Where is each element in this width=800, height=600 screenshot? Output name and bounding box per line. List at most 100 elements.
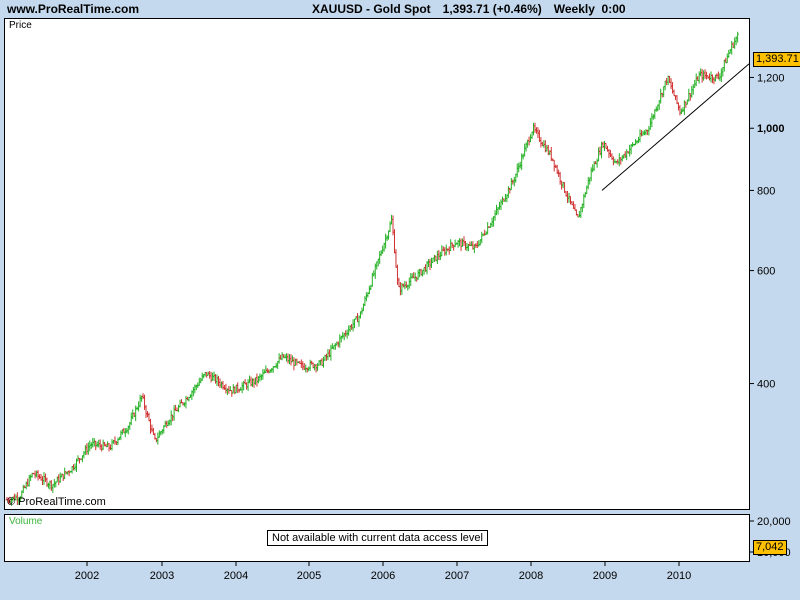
y-tick-label: 1,200: [757, 72, 785, 84]
x-tick-label: 2008: [519, 570, 543, 582]
price-bar: [70, 466, 74, 474]
price-bar: [341, 331, 345, 339]
price-bar: [510, 177, 513, 191]
price-bar: [609, 149, 612, 158]
price-bar: [209, 371, 213, 383]
x-tick-label: 2007: [445, 570, 469, 582]
price-bar: [591, 164, 594, 173]
price-bar: [619, 157, 623, 165]
price-bar: [459, 238, 463, 251]
price-bar: [110, 439, 114, 451]
price-bar: [115, 441, 118, 445]
price-bar: [199, 377, 203, 384]
price-panel[interactable]: Price © ProRealTime.com: [4, 18, 750, 510]
price-bar: [163, 420, 167, 427]
price-bar: [443, 247, 447, 256]
price-bar: [81, 455, 84, 463]
price-bar: [483, 229, 487, 236]
price-bar: [322, 356, 325, 368]
price-bar: [427, 259, 430, 268]
price-bar: [215, 374, 219, 387]
price-bar: [464, 240, 467, 251]
price-bar: [616, 159, 620, 165]
trendline[interactable]: [601, 63, 749, 191]
price-bar: [412, 272, 416, 279]
price-bar: [359, 311, 362, 319]
price-bar: [82, 450, 86, 459]
price-bar: [507, 186, 510, 198]
site-title[interactable]: www.ProRealTime.com: [7, 2, 140, 16]
price-bar: [289, 354, 293, 366]
price-bar: [730, 40, 734, 55]
price-bar: [264, 365, 268, 373]
price-bar: [452, 244, 455, 251]
price-bar: [301, 361, 305, 371]
price-bar: [660, 92, 664, 98]
price-bar: [652, 114, 655, 120]
price-bar: [172, 405, 176, 421]
price-bar: [129, 412, 133, 426]
price-bar: [422, 267, 426, 275]
y-tick-label: 800: [757, 185, 775, 197]
price-bar: [177, 404, 180, 413]
price-bar: [604, 142, 608, 149]
price-bar: [521, 153, 525, 160]
price-bar: [85, 443, 89, 455]
instrument-info: XAUUSD - Gold Spot 1,393.71 (+0.46%) Weekl…: [312, 2, 638, 16]
price-bar: [663, 80, 667, 91]
y-tick-label: 600: [757, 266, 775, 278]
price-bar: [84, 445, 87, 455]
price-bar: [88, 440, 92, 452]
price-bar: [141, 393, 145, 400]
x-tick-label: 2010: [667, 570, 691, 582]
price-bar: [375, 261, 379, 270]
price-bar: [461, 238, 464, 247]
price-bar: [595, 158, 599, 168]
volume-panel[interactable]: Volume Not available with current data a…: [4, 514, 750, 562]
price-bar: [334, 343, 337, 350]
price-bar: [625, 149, 628, 161]
price-bar: [678, 105, 682, 116]
price-bar: [286, 353, 290, 364]
price-bar: [672, 89, 676, 97]
price-bar: [285, 353, 288, 362]
price-bar: [603, 140, 606, 152]
price-bar: [552, 159, 556, 172]
price-bar: [725, 53, 729, 64]
price-bar: [586, 176, 590, 190]
price-bar: [529, 134, 532, 143]
price-bar: [221, 380, 225, 390]
price-panel-label: Price: [9, 20, 32, 31]
price-bar: [255, 373, 259, 387]
price-bar: [588, 177, 592, 185]
price-bar: [260, 374, 263, 381]
x-tick-label: 2009: [593, 570, 617, 582]
price-bar: [512, 176, 516, 187]
price-bar: [261, 369, 265, 380]
volume-panel-label: Volume: [9, 516, 43, 527]
price-bar: [714, 74, 717, 82]
price-chart[interactable]: [5, 19, 749, 509]
price-bar: [563, 182, 566, 193]
price-bar: [345, 329, 349, 339]
price-bar: [254, 377, 257, 385]
price-bar: [292, 357, 296, 371]
instrument-name: XAUUSD - Gold Spot: [312, 2, 431, 16]
price-bar: [597, 147, 600, 162]
price-bar: [539, 137, 543, 148]
price-bar: [350, 323, 353, 330]
price-bar: [492, 216, 495, 227]
price-bar: [280, 352, 284, 361]
price-bar: [224, 383, 228, 394]
price-bar: [601, 141, 605, 149]
price-bar: [677, 102, 680, 111]
price-bar: [36, 470, 40, 481]
price-bar: [566, 191, 569, 203]
price-bar: [684, 101, 688, 108]
price-bar: [578, 210, 581, 218]
price-bar: [657, 100, 661, 110]
price-bar: [402, 283, 405, 288]
price-bar: [124, 428, 127, 438]
price-bar: [399, 282, 402, 296]
price-bar: [410, 273, 414, 279]
